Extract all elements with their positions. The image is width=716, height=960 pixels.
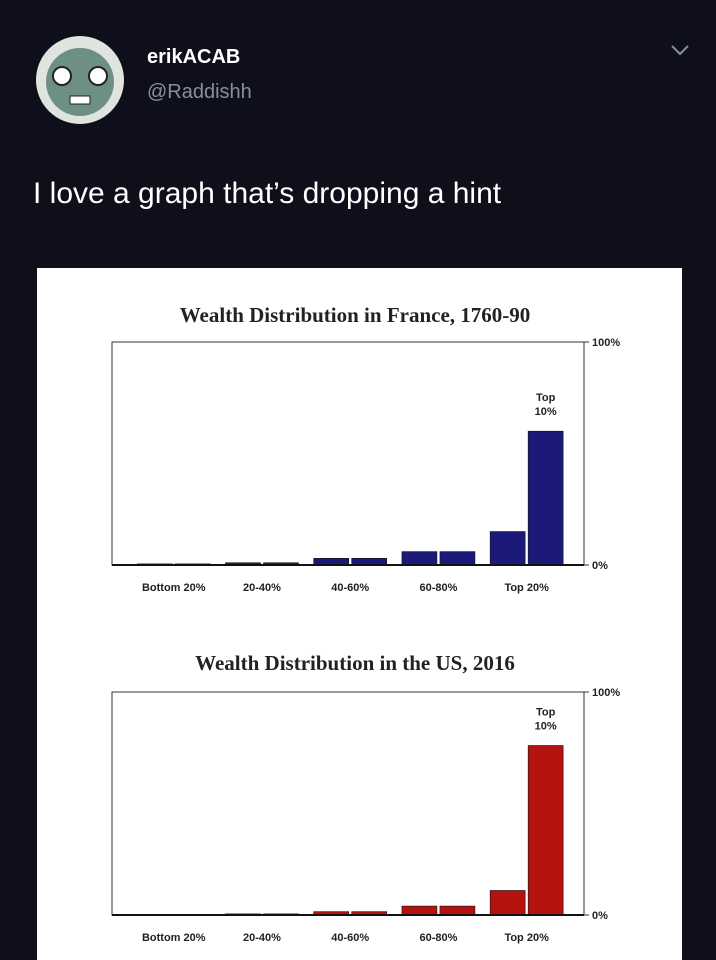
bar xyxy=(489,531,526,566)
avatar-eye xyxy=(52,66,72,86)
avatar-mouth xyxy=(69,95,91,105)
x-tick-label: Top 20% xyxy=(504,932,549,944)
bar xyxy=(527,430,564,566)
bar xyxy=(527,745,564,916)
y-tick-label: 0% xyxy=(592,560,608,572)
user-name[interactable]: erikACAB xyxy=(147,46,240,68)
y-tick-label: 100% xyxy=(592,337,620,349)
x-tick-label: 20-40% xyxy=(243,932,281,944)
chart-title: Wealth Distribution in France, 1760-90 xyxy=(180,303,531,327)
chart-title: Wealth Distribution in the US, 2016 xyxy=(195,651,515,675)
bar xyxy=(439,551,476,566)
tweet-text: I love a graph that’s dropping a hint xyxy=(33,177,502,210)
x-tick-label: 60-80% xyxy=(419,932,457,944)
avatar-face xyxy=(46,48,114,116)
bar xyxy=(401,905,438,916)
x-tick-label: Bottom 20% xyxy=(142,932,206,944)
y-tick-label: 100% xyxy=(592,687,620,699)
x-tick-label: 20-40% xyxy=(243,582,281,594)
x-tick-label: 40-60% xyxy=(331,932,369,944)
x-tick-label: Top 20% xyxy=(504,582,549,594)
annotation: Top xyxy=(536,392,556,404)
avatar[interactable] xyxy=(36,36,124,124)
x-tick-label: 60-80% xyxy=(419,582,457,594)
bar xyxy=(401,551,438,566)
bar xyxy=(439,905,476,916)
y-tick-label: 0% xyxy=(592,910,608,922)
annotation: 10% xyxy=(535,721,557,733)
user-handle[interactable]: @Raddishh xyxy=(147,81,252,103)
avatar-eye xyxy=(88,66,108,86)
annotation: 10% xyxy=(535,406,557,418)
x-tick-label: 40-60% xyxy=(331,582,369,594)
annotation: Top xyxy=(536,707,556,719)
bar xyxy=(313,558,350,566)
bar xyxy=(351,558,388,566)
image-card xyxy=(37,268,682,960)
x-tick-label: Bottom 20% xyxy=(142,582,206,594)
menu-chevron[interactable] xyxy=(671,45,689,56)
bar xyxy=(489,890,526,916)
